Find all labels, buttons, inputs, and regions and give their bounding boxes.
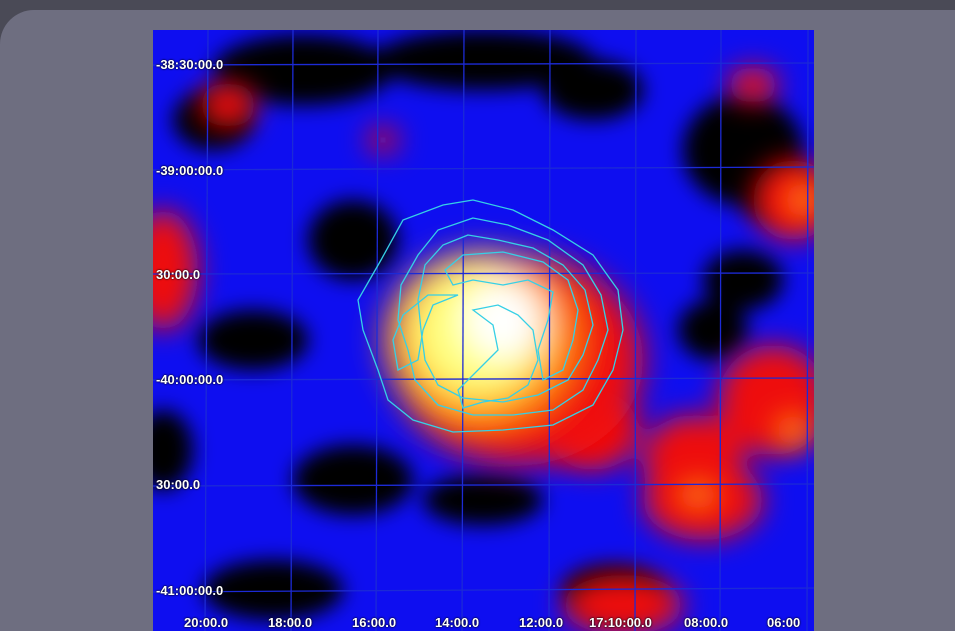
dec-label: 30:00.0 bbox=[156, 267, 201, 282]
ra-label: 06:00 bbox=[767, 615, 801, 630]
sky-image: -38:30:00.0 -39:00:00.0 30:00.0 -40:00:0… bbox=[153, 30, 814, 631]
ra-label: 12:00.0 bbox=[519, 615, 564, 630]
dec-label: -38:30:00.0 bbox=[156, 57, 224, 72]
ra-label: 08:00.0 bbox=[684, 615, 729, 630]
dec-label: -41:00:00.0 bbox=[156, 583, 224, 598]
ra-label: 18:00.0 bbox=[268, 615, 313, 630]
ra-label: 16:00.0 bbox=[352, 615, 397, 630]
coordinate-grid bbox=[153, 30, 814, 631]
contour-lines bbox=[357, 199, 624, 433]
ra-label: 17:10:00.0 bbox=[589, 615, 652, 630]
dec-label: -39:00:00.0 bbox=[156, 163, 224, 178]
dec-label: -40:00:00.0 bbox=[156, 372, 224, 387]
dec-label: 30:00.0 bbox=[156, 477, 201, 492]
ra-label: 14:00.0 bbox=[435, 615, 480, 630]
ra-label: 20:00.0 bbox=[184, 615, 229, 630]
intensity-map bbox=[153, 30, 814, 631]
